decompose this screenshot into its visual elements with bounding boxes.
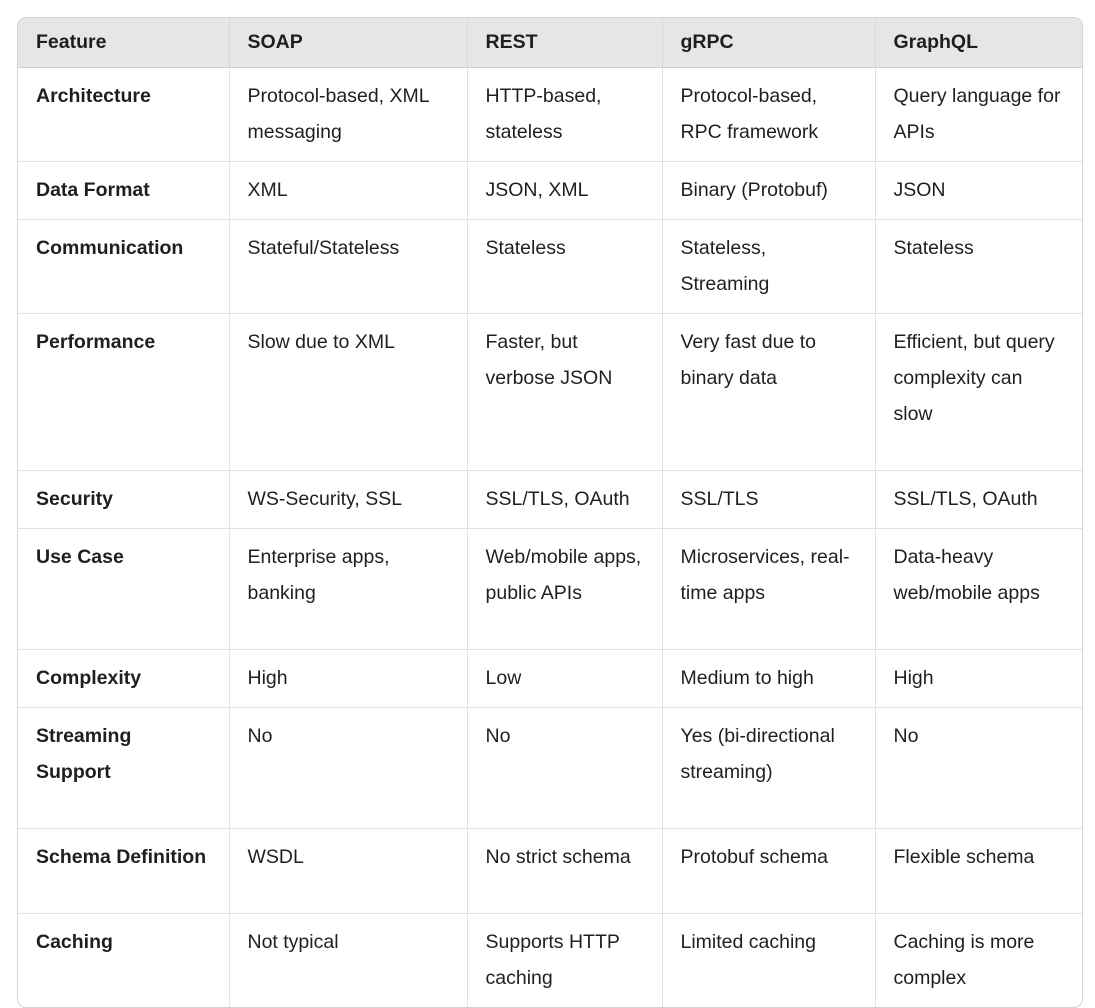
- table-row: Caching Not typical Supports HTTP cachin…: [18, 912, 1082, 1007]
- rest-cell: Stateless: [466, 218, 662, 313]
- grpc-cell: Yes (bi-directional streaming): [661, 706, 875, 828]
- graphql-cell: Query language for APIs: [874, 67, 1082, 161]
- graphql-cell: JSON: [874, 160, 1082, 219]
- rest-cell: HTTP-based, stateless: [466, 67, 662, 161]
- grpc-cell: SSL/TLS: [661, 469, 875, 528]
- grpc-cell: Microservices, real-time apps: [661, 527, 875, 649]
- table-row: Streaming Support No No Yes (bi-directio…: [18, 706, 1082, 828]
- graphql-cell: Stateless: [874, 218, 1082, 313]
- rest-cell: Faster, but verbose JSON: [466, 312, 662, 470]
- grpc-cell: Medium to high: [661, 648, 875, 707]
- soap-cell: WS-Security, SSL: [228, 469, 467, 528]
- grpc-cell: Binary (Protobuf): [661, 160, 875, 219]
- feature-cell: Security: [18, 469, 229, 528]
- rest-cell: Web/mobile apps, public APIs: [466, 527, 662, 649]
- graphql-cell: Flexible schema: [874, 827, 1082, 913]
- soap-cell: Enterprise apps, banking: [228, 527, 467, 649]
- table-row: Communication Stateful/Stateless Statele…: [18, 218, 1082, 313]
- graphql-cell: Caching is more complex: [874, 912, 1082, 1007]
- soap-cell: XML: [228, 160, 467, 219]
- graphql-cell: SSL/TLS, OAuth: [874, 469, 1082, 528]
- table-row: Schema Definition WSDL No strict schema …: [18, 827, 1082, 913]
- feature-cell: Data Format: [18, 160, 229, 219]
- grpc-cell: Limited caching: [661, 912, 875, 1007]
- api-comparison-table: Feature SOAP REST gRPC GraphQL Architect…: [18, 18, 1082, 1007]
- rest-cell: Low: [466, 648, 662, 707]
- rest-cell: No strict schema: [466, 827, 662, 913]
- feature-cell: Schema Definition: [18, 827, 229, 913]
- soap-cell: No: [228, 706, 467, 828]
- graphql-cell: No: [874, 706, 1082, 828]
- feature-cell: Architecture: [36, 84, 151, 107]
- rest-cell: No: [466, 706, 662, 828]
- table-row: Performance Slow due to XML Faster, but …: [18, 312, 1082, 470]
- table-header-row: Feature SOAP REST gRPC GraphQL: [18, 18, 1082, 68]
- soap-cell: Not typical: [228, 912, 467, 1007]
- grpc-cell: Stateless, Streaming: [661, 218, 875, 313]
- grpc-cell: Protocol-based, RPC framework: [661, 67, 875, 161]
- table-row: Complexity High Low Medium to high High: [18, 648, 1082, 707]
- rest-cell: Supports HTTP caching: [466, 912, 662, 1007]
- soap-cell: Protocol-based, XML messaging: [228, 67, 467, 161]
- feature-cell: Communication: [18, 218, 229, 313]
- soap-cell: Stateful/Stateless: [228, 218, 467, 313]
- graphql-cell: High: [874, 648, 1082, 707]
- feature-cell: Use Case: [18, 527, 229, 649]
- feature-cell: Caching: [18, 912, 229, 1007]
- graphql-cell: Data-heavy web/mobile apps: [874, 527, 1082, 649]
- soap-cell: Slow due to XML: [228, 312, 467, 470]
- feature-cell: Performance: [18, 312, 229, 470]
- header-graphql: GraphQL: [874, 18, 1082, 68]
- feature-cell: Streaming Support: [18, 706, 229, 828]
- header-feature: Feature: [18, 18, 229, 68]
- table-row: Data Format XML JSON, XML Binary (Protob…: [18, 160, 1082, 219]
- table-row: Architecture Protocol-based, XML messagi…: [18, 67, 1082, 161]
- grpc-cell: Very fast due to binary data: [661, 312, 875, 470]
- rest-cell: SSL/TLS, OAuth: [466, 469, 662, 528]
- table-row: Use Case Enterprise apps, banking Web/mo…: [18, 527, 1082, 649]
- table-row: Security WS-Security, SSL SSL/TLS, OAuth…: [18, 469, 1082, 528]
- feature-cell: Complexity: [18, 648, 229, 707]
- soap-cell: WSDL: [228, 827, 467, 913]
- comparison-table-container: Feature SOAP REST gRPC GraphQL Architect…: [17, 17, 1083, 1008]
- header-soap: SOAP: [228, 18, 467, 68]
- header-rest: REST: [466, 18, 662, 68]
- rest-cell: JSON, XML: [466, 160, 662, 219]
- header-grpc: gRPC: [661, 18, 875, 68]
- graphql-cell: Efficient, but query complexity can slow: [874, 312, 1082, 470]
- soap-cell: High: [228, 648, 467, 707]
- grpc-cell: Protobuf schema: [661, 827, 875, 913]
